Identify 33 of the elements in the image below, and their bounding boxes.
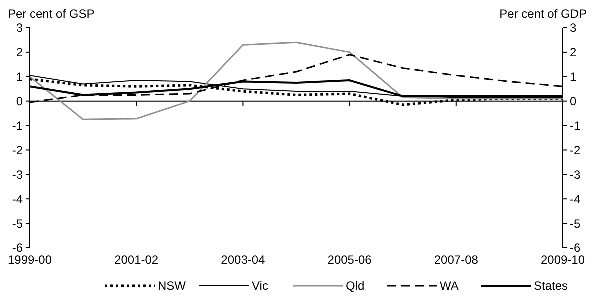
y2-tick-label: -1	[570, 118, 581, 133]
y2-axis-title: Per cent of GDP	[500, 7, 587, 21]
x-tick-label: 2005-06	[328, 253, 372, 267]
legend-label: WA	[440, 279, 459, 294]
legend-label: Qld	[346, 279, 365, 294]
y-tick-label: -6	[12, 241, 24, 256]
y-tick-label: -5	[12, 216, 24, 231]
y-tick-label: 0	[16, 94, 24, 109]
y-tick-label: -1	[12, 118, 24, 133]
x-tick-label: 2009-10	[540, 253, 586, 267]
legend-label: NSW	[158, 279, 187, 294]
y2-tick-label: 1	[570, 70, 577, 84]
y-tick-label: -2	[12, 143, 24, 158]
y-tick-label: 3	[16, 21, 24, 36]
y-tick-label: -3	[12, 168, 24, 182]
y2-tick-label: -4	[570, 192, 581, 206]
y2-tick-label: -5	[570, 216, 581, 231]
y2-tick-label: 0	[570, 94, 577, 109]
x-tick-label: 1999-00	[8, 253, 52, 267]
x-tick-label: 2007-08	[434, 253, 479, 267]
x-tick-label: 2003-04	[221, 253, 266, 267]
y2-tick-label: 3	[570, 21, 577, 36]
y-tick-label: 1	[16, 70, 24, 84]
y2-tick-label: 2	[570, 46, 577, 60]
y-axis-title: Per cent of GSP	[8, 7, 95, 21]
y-tick-label: -4	[12, 192, 24, 206]
y2-tick-label: -6	[570, 241, 581, 256]
x-tick-label: 2001-02	[114, 253, 159, 267]
y-tick-label: 2	[16, 46, 24, 60]
y2-tick-label: -3	[570, 168, 581, 182]
y2-tick-label: -2	[570, 143, 581, 158]
legend-label: Vic	[252, 279, 268, 294]
legend-label: States	[534, 279, 568, 294]
